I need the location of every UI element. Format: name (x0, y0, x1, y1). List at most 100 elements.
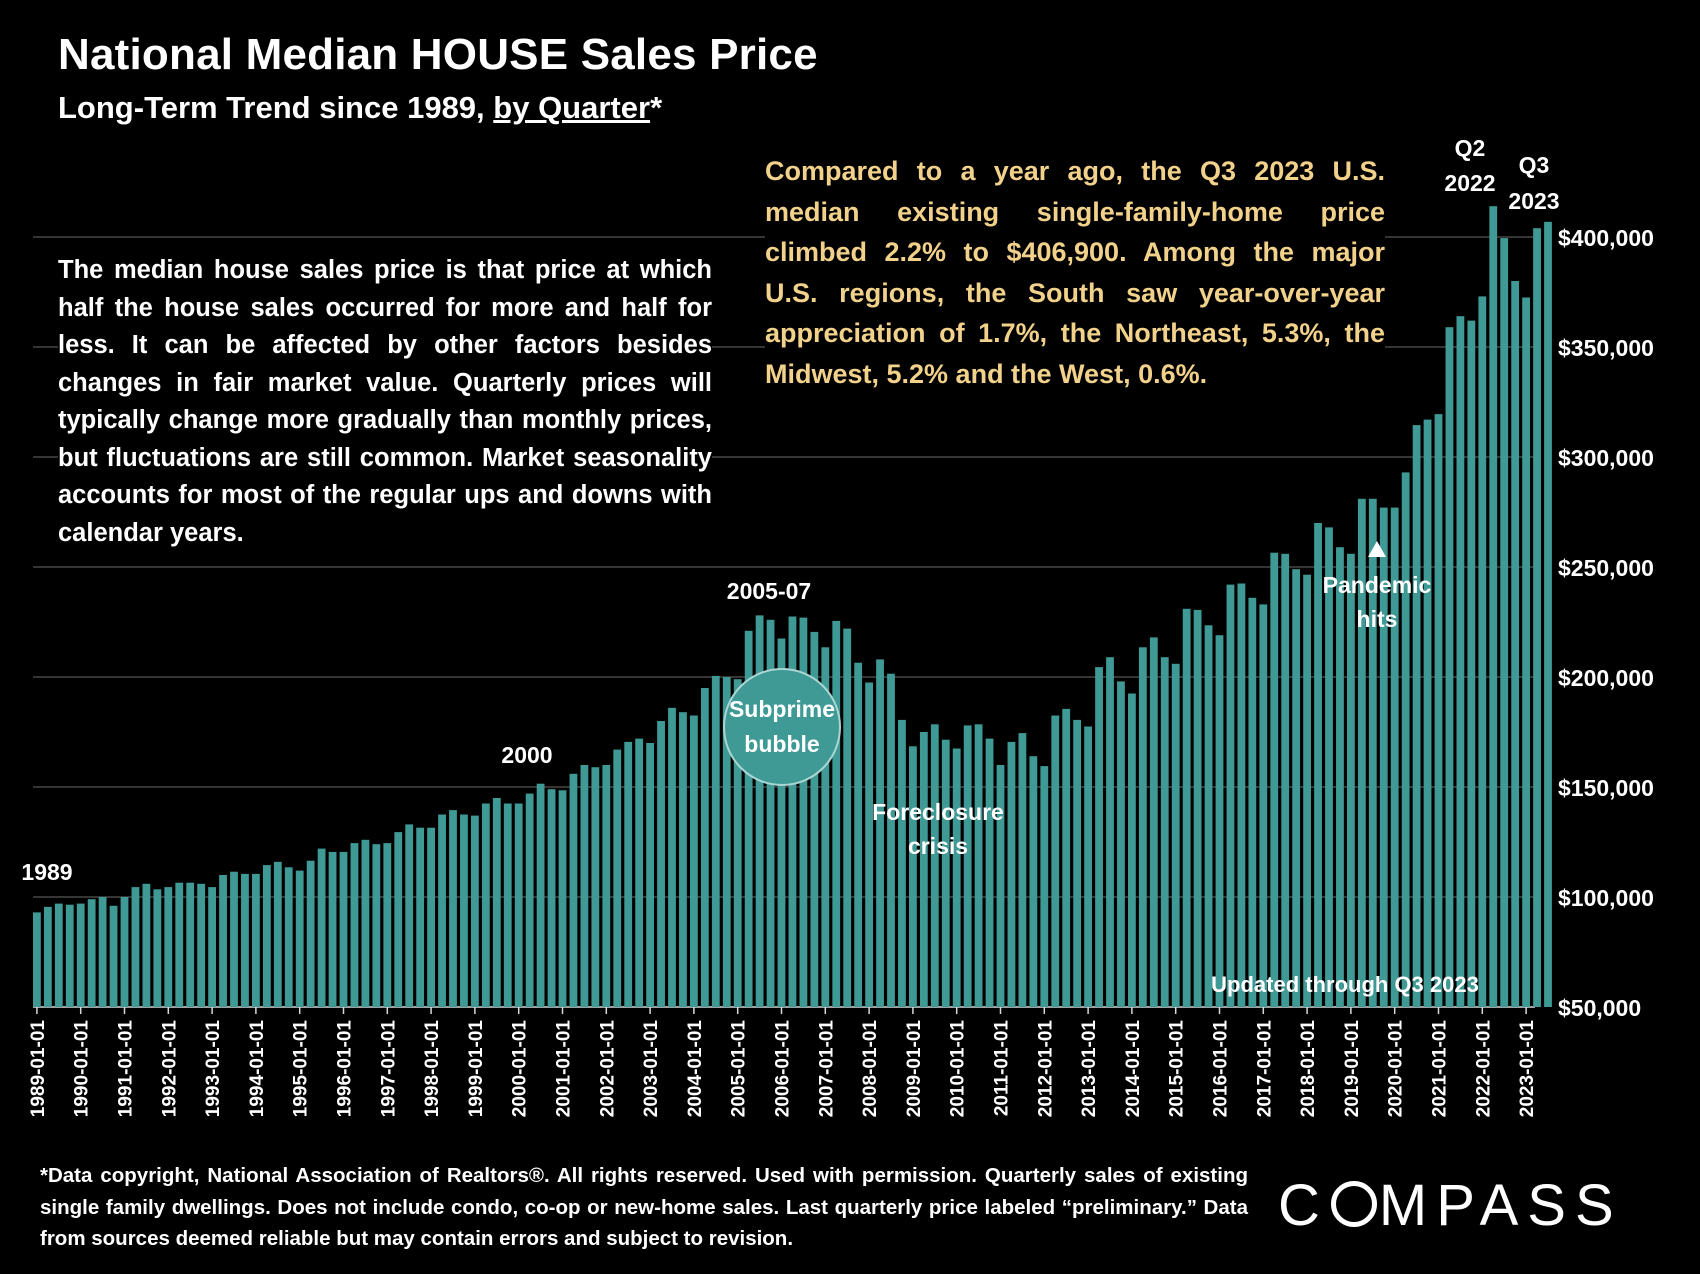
x-tick-label: 2019-01-01 (1342, 1020, 1363, 1118)
x-tick-label: 2003-01-01 (641, 1020, 662, 1118)
bar (1149, 637, 1158, 1007)
bar (252, 873, 260, 1007)
x-tick-label: 1997-01-01 (378, 1020, 399, 1118)
bar (427, 827, 435, 1007)
bar (1467, 320, 1476, 1008)
bar (1237, 583, 1246, 1007)
y-tick-label: $200,000 (1558, 665, 1654, 691)
bar (887, 673, 895, 1007)
bar (832, 620, 841, 1007)
bar (1281, 553, 1290, 1007)
bar (1138, 647, 1147, 1007)
bar (722, 677, 731, 1007)
x-tick-label: 2012-01-01 (1035, 1020, 1056, 1118)
bar (690, 715, 698, 1007)
bar (503, 803, 512, 1007)
bar (1489, 206, 1498, 1007)
bar (876, 659, 884, 1007)
bar (317, 848, 326, 1007)
annotation-1989: 1989 (21, 859, 72, 885)
bar (788, 616, 797, 1007)
pandemic-arrow-icon (1368, 541, 1386, 557)
x-tick-label: 1992-01-01 (159, 1020, 180, 1118)
bar (1303, 574, 1311, 1007)
bar (284, 867, 293, 1007)
bar (328, 851, 337, 1007)
bar (755, 615, 764, 1007)
x-tick-label: 1990-01-01 (72, 1020, 93, 1118)
bar (514, 803, 523, 1007)
x-tick-label: 2014-01-01 (1123, 1020, 1144, 1118)
bar (1412, 425, 1421, 1008)
bar (208, 887, 216, 1007)
bar (98, 897, 107, 1007)
bar (350, 843, 359, 1007)
bar (952, 748, 961, 1007)
x-tick-label: 2013-01-01 (1079, 1020, 1100, 1118)
bar (262, 865, 271, 1007)
bar (1314, 523, 1322, 1007)
x-tick-label: 2017-01-01 (1254, 1020, 1275, 1118)
x-tick-label: 1995-01-01 (291, 1020, 312, 1118)
x-tick-label: 2021-01-01 (1430, 1020, 1451, 1118)
bar (569, 773, 578, 1007)
bar (1007, 741, 1016, 1007)
bar (306, 860, 315, 1007)
bar (810, 631, 819, 1007)
bar (613, 749, 622, 1007)
bar (1511, 281, 1520, 1007)
compass-logo: C MPASS (1278, 1173, 1623, 1238)
bar (1347, 553, 1355, 1007)
bar (711, 675, 720, 1007)
bar (1544, 221, 1552, 1007)
bar (1248, 597, 1257, 1007)
y-tick-label: $300,000 (1558, 445, 1654, 471)
bar (76, 903, 85, 1007)
bar (843, 628, 852, 1007)
bar (1390, 507, 1399, 1007)
bar (492, 798, 501, 1007)
bar (1226, 584, 1235, 1007)
bar (65, 904, 74, 1007)
description-text: The median house sales price is that pri… (58, 252, 712, 552)
x-tick-label: 2020-01-01 (1386, 1020, 1407, 1118)
x-tick-label: 2008-01-01 (860, 1020, 881, 1118)
bar (1522, 297, 1530, 1007)
y-tick-label: $350,000 (1558, 335, 1654, 361)
bar (164, 887, 173, 1007)
x-axis-ticks: 1989-01-01 1990-01-01 1991-01-01 1992-01-01… (28, 1007, 1538, 1117)
x-tick-label: 2023-01-01 (1517, 1020, 1538, 1118)
bar (821, 647, 830, 1007)
x-tick-label: 2007-01-01 (816, 1020, 837, 1118)
x-tick-label: 2005-01-01 (729, 1020, 750, 1118)
annotations: 1989 2000 2005-07 Subprime bubble Foreclosure… (21, 135, 1559, 997)
bar (941, 739, 950, 1007)
bars (33, 206, 1552, 1008)
bar (1171, 663, 1180, 1007)
bar (898, 719, 906, 1007)
x-tick-label: 1993-01-01 (203, 1020, 224, 1118)
bar (679, 712, 687, 1007)
bar (1128, 693, 1136, 1007)
bar (996, 765, 1005, 1007)
foreclosure-label: Foreclosure (872, 799, 1004, 825)
bar (1073, 719, 1082, 1007)
bar (1193, 609, 1202, 1007)
bar (547, 789, 556, 1007)
bar (1434, 414, 1443, 1008)
y-tick-label: $50,000 (1558, 995, 1641, 1021)
y-tick-label: $250,000 (1558, 555, 1654, 581)
x-tick-label: 1999-01-01 (466, 1020, 487, 1118)
bar (646, 743, 654, 1007)
x-tick-label: 2022-01-01 (1473, 1020, 1494, 1118)
bar (405, 824, 414, 1007)
bar (558, 790, 567, 1007)
bar (635, 738, 644, 1007)
x-tick-label: 2006-01-01 (773, 1020, 794, 1118)
x-tick-label: 2004-01-01 (685, 1020, 706, 1118)
bar (339, 851, 348, 1007)
bar (1095, 667, 1103, 1007)
bar (219, 875, 227, 1007)
bar (460, 814, 468, 1007)
